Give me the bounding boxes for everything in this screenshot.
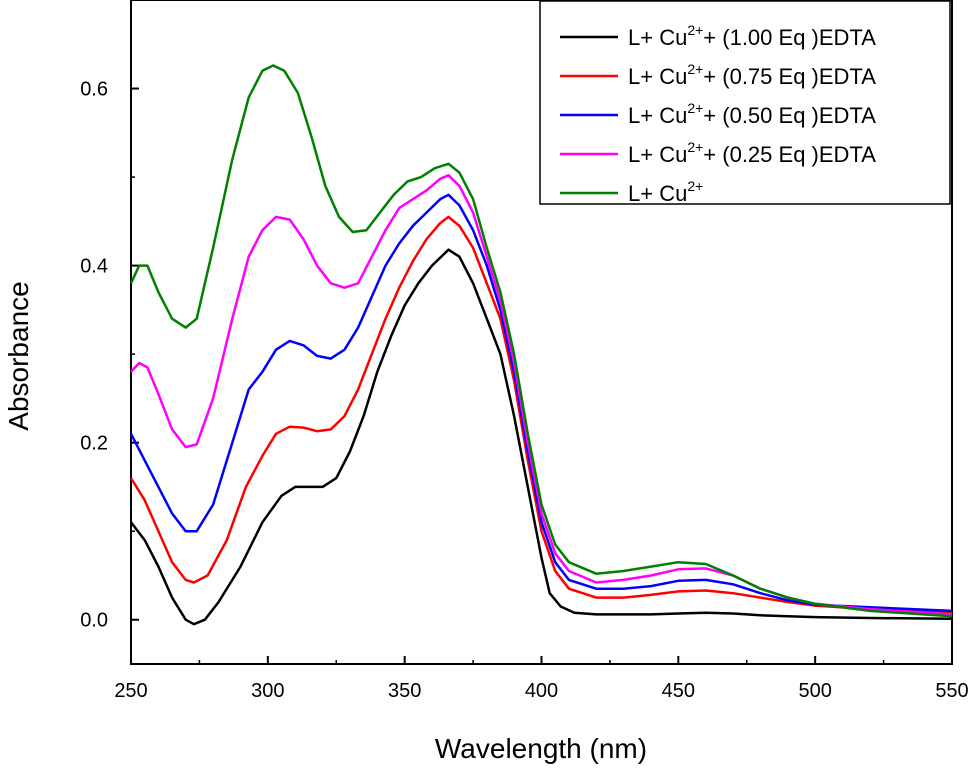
x-tick-label: 250 [114,680,147,702]
x-tick-label: 500 [798,680,831,702]
x-tick-label: 300 [251,680,284,702]
legend-label-2: L+ Cu2++ (0.75 Eq )EDTA [628,61,876,89]
legend-label-4: L+ Cu2++ (0.25 Eq )EDTA [628,139,876,167]
legend-label-3: L+ Cu2++ (0.50 Eq )EDTA [628,100,876,128]
y-tick-label: 0.6 [80,79,108,101]
legend-label-5: L+ Cu2+ [628,178,703,206]
x-axis-label: Wavelength (nm) [435,733,647,764]
y-tick-label: 0.0 [80,610,108,632]
series-line-2 [129,215,953,614]
legend-box [539,0,951,205]
series-group [129,64,953,626]
axis-ticks: 250 300 350 400 450 500 550 0.0 0.2 0.4 0.6 [80,79,969,702]
series-line-3 [129,193,953,613]
x-tick-label: 350 [388,680,421,702]
x-tick-label: 400 [525,680,558,702]
series-line-5 [129,64,953,618]
series-line-4 [130,174,953,616]
x-tick-label: 450 [662,680,695,702]
y-axis-label: Absorbance [3,281,34,430]
legend: L+ Cu2++ (1.00 Eq )EDTA L+ Cu2++ (0.75 Eq… [539,0,951,206]
series-line-1 [130,248,953,626]
legend-label-1: L+ Cu2++ (1.00 Eq )EDTA [628,22,876,50]
y-tick-label: 0.2 [80,433,108,455]
x-tick-label: 550 [935,680,968,702]
y-tick-label: 0.4 [80,256,108,278]
